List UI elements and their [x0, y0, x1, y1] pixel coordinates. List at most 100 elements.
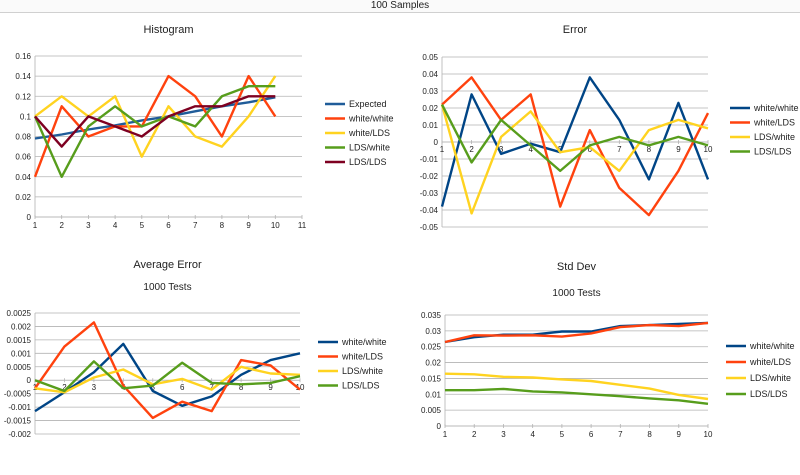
series-line-lds-white [440, 104, 709, 215]
y-tick-label: 0.02 [15, 193, 31, 202]
chart-title: Histogram [143, 24, 193, 36]
y-tick-label: 0.005 [421, 406, 442, 415]
series-line-white-white [34, 342, 301, 413]
y-tick-label: -0.002 [8, 430, 31, 439]
legend-label: white/white [753, 103, 799, 113]
legend-label: LDS/white [342, 366, 383, 376]
x-tick-label: 8 [647, 145, 652, 154]
x-tick-label: 7 [193, 221, 198, 230]
y-tick-label: 0.14 [15, 72, 31, 81]
y-tick-label: 0 [437, 422, 442, 431]
x-tick-label: 8 [239, 383, 244, 392]
chart-title: Average Error [133, 259, 202, 271]
chart-std-dev: Std Dev 1000 Tests 0 0.005 0.01 0.015 0.02 0.02… [421, 261, 795, 439]
x-tick-label: 10 [704, 430, 713, 439]
x-tick-label: 4 [530, 430, 535, 439]
series-line-white-lds [444, 321, 709, 344]
y-tick-label: 0.001 [11, 349, 32, 358]
legend-label: LDS/LDS [342, 381, 380, 391]
x-tick-label: 8 [647, 430, 652, 439]
y-tick-label: 0.05 [422, 53, 438, 62]
legend-label: LDS/LDS [750, 389, 788, 399]
x-tick-label: 6 [588, 145, 593, 154]
legend: white/white white/LDS LDS/white LDS/LDS [318, 337, 387, 391]
y-tick-label: -0.0005 [4, 390, 32, 399]
x-tick-label: 9 [676, 145, 681, 154]
x-tick-label: 3 [501, 430, 506, 439]
x-tick-label: 5 [560, 430, 565, 439]
x-tick-label: 9 [246, 221, 251, 230]
y-tick-label: 0.03 [425, 327, 441, 336]
y-tick-label: 0.08 [15, 133, 31, 142]
y-tick-label: 0.0015 [7, 336, 32, 345]
series-line-lds-lds [34, 95, 276, 148]
series-line-white-lds [34, 321, 301, 420]
x-tick-label: 2 [62, 383, 67, 392]
y-tick-label: 0 [434, 138, 439, 147]
y-tick-label: -0.05 [420, 223, 439, 232]
legend-label: white/LDS [348, 128, 390, 138]
x-tick-label: 7 [209, 383, 214, 392]
y-tick-label: 0.1 [20, 112, 32, 121]
x-tick-label: 5 [140, 221, 145, 230]
x-tick-label: 6 [180, 383, 185, 392]
y-tick-label: 0.002 [11, 322, 32, 331]
x-tick-label: 3 [499, 145, 504, 154]
y-tick-label: 0.0005 [7, 363, 32, 372]
chart-subtitle: 1000 Tests [143, 282, 191, 293]
x-tick-label: 2 [59, 221, 64, 230]
x-tick-label: 10 [704, 145, 713, 154]
y-tick-label: 0.04 [15, 173, 31, 182]
legend-label: white/LDS [341, 352, 383, 362]
x-tick-label: 3 [92, 383, 97, 392]
y-tick-label: -0.03 [420, 189, 439, 198]
legend: Expected white/white white/LDS LDS/white LDS… [325, 99, 394, 167]
series-line-lds-white [444, 372, 709, 401]
legend: white/white white/LDS LDS/white LDS/LDS [726, 341, 795, 399]
y-tick-label: 0.04 [422, 70, 438, 79]
series-line-white-lds [34, 75, 277, 158]
chart-subtitle: 1000 Tests [552, 288, 600, 299]
y-tick-label: -0.02 [420, 172, 439, 181]
x-tick-label: 9 [677, 430, 682, 439]
x-tick-label: 2 [472, 430, 477, 439]
legend-label: white/white [348, 114, 394, 124]
x-tick-label: 7 [617, 145, 622, 154]
y-tick-label: -0.01 [420, 155, 439, 164]
x-tick-label: 2 [469, 145, 474, 154]
x-tick-label: 7 [618, 430, 623, 439]
x-tick-label: 9 [268, 383, 273, 392]
y-tick-label: 0.16 [15, 52, 31, 61]
y-tick-label: -0.0015 [4, 417, 32, 426]
legend-label: LDS/LDS [349, 157, 387, 167]
x-tick-label: 10 [296, 383, 305, 392]
series-line-lds-white [33, 84, 276, 179]
x-tick-label: 1 [443, 430, 448, 439]
series-line-lds-lds [34, 360, 301, 393]
y-tick-label: 0.02 [425, 359, 441, 368]
y-tick-label: 0 [27, 213, 32, 222]
y-tick-label: 0.06 [15, 153, 31, 162]
chart-title: Std Dev [557, 261, 597, 273]
y-tick-label: 0.01 [422, 121, 438, 130]
legend-label: LDS/white [750, 373, 791, 383]
x-tick-label: 6 [589, 430, 594, 439]
series-line-white-white [33, 74, 277, 178]
y-tick-label: 0.02 [422, 104, 438, 113]
chart-error: Error -0.05 -0.04 -0.03 -0.02 -0.01 0 0.01 0.02 0… [420, 24, 799, 232]
series-line-white-lds [441, 76, 710, 217]
series-line-lds-lds [445, 387, 709, 405]
x-tick-label: 3 [86, 221, 91, 230]
y-tick-label: -0.001 [8, 403, 31, 412]
x-tick-label: 4 [528, 145, 533, 154]
x-tick-label: 5 [151, 383, 156, 392]
y-tick-label: 0.0025 [7, 309, 32, 318]
series-line-lds-lds [440, 104, 709, 173]
series-line-lds-white [34, 365, 301, 394]
y-tick-label: 0.12 [15, 92, 31, 101]
y-tick-label: 0.015 [421, 374, 442, 383]
legend-label: LDS/white [349, 143, 390, 153]
legend-label: LDS/white [754, 132, 795, 142]
